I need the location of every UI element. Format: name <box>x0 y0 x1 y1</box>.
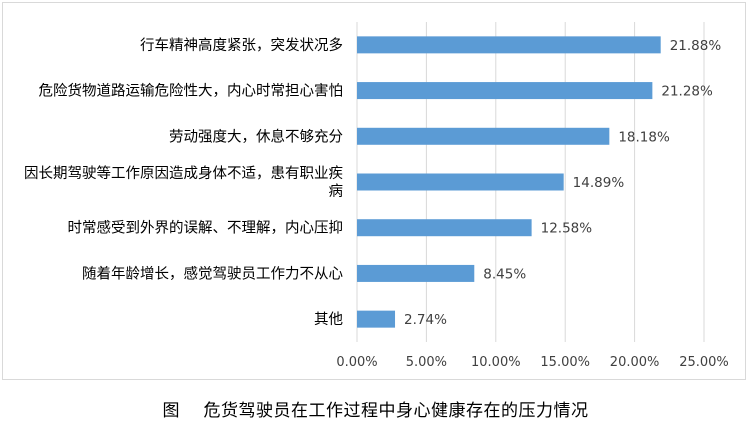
bar-chart: 0.00% 5.00% 10.00% 15.00% 20.00% 25.00% 21.88%… <box>24 22 729 370</box>
x-tick-label: 10.00% <box>471 355 521 370</box>
bar <box>357 173 564 191</box>
data-label: 14.89% <box>573 175 625 191</box>
data-label: 8.45% <box>483 266 526 282</box>
category-label: 危险货物道路运输危险性大，内心时常担心害怕 <box>39 83 344 100</box>
data-label: 21.88% <box>670 38 722 54</box>
bar <box>357 127 610 145</box>
category-label: 时常感受到外界的误解、不理解，内心压抑 <box>68 220 344 237</box>
x-tick-label: 15.00% <box>540 355 590 370</box>
x-tick-label: 0.00% <box>336 355 377 370</box>
data-label: 12.58% <box>541 221 593 237</box>
data-label: 2.74% <box>404 312 447 328</box>
data-label: 18.18% <box>618 129 670 145</box>
category-label: 其他 <box>314 311 343 328</box>
x-tick-label: 5.00% <box>406 355 447 370</box>
figure-caption: 图 危货驾驶员在工作过程中身心健康存在的压力情况 <box>162 401 589 421</box>
category-label: 因长期驾驶等工作原因造成身体不适，患有职业疾病 <box>24 164 343 200</box>
category-label: 随着年龄增长，感觉驾驶员工作力不从心 <box>82 265 343 282</box>
bar <box>357 310 396 328</box>
bar <box>357 264 475 282</box>
bar <box>357 219 532 237</box>
category-label: 劳动强度大，休息不够充分 <box>169 128 343 145</box>
x-tick-label: 25.00% <box>679 355 729 370</box>
x-tick-label: 20.00% <box>610 355 660 370</box>
data-label: 21.28% <box>661 84 713 100</box>
bar <box>357 82 653 100</box>
category-label: 行车精神高度紧张，突发状况多 <box>140 37 343 54</box>
bar <box>357 36 661 54</box>
